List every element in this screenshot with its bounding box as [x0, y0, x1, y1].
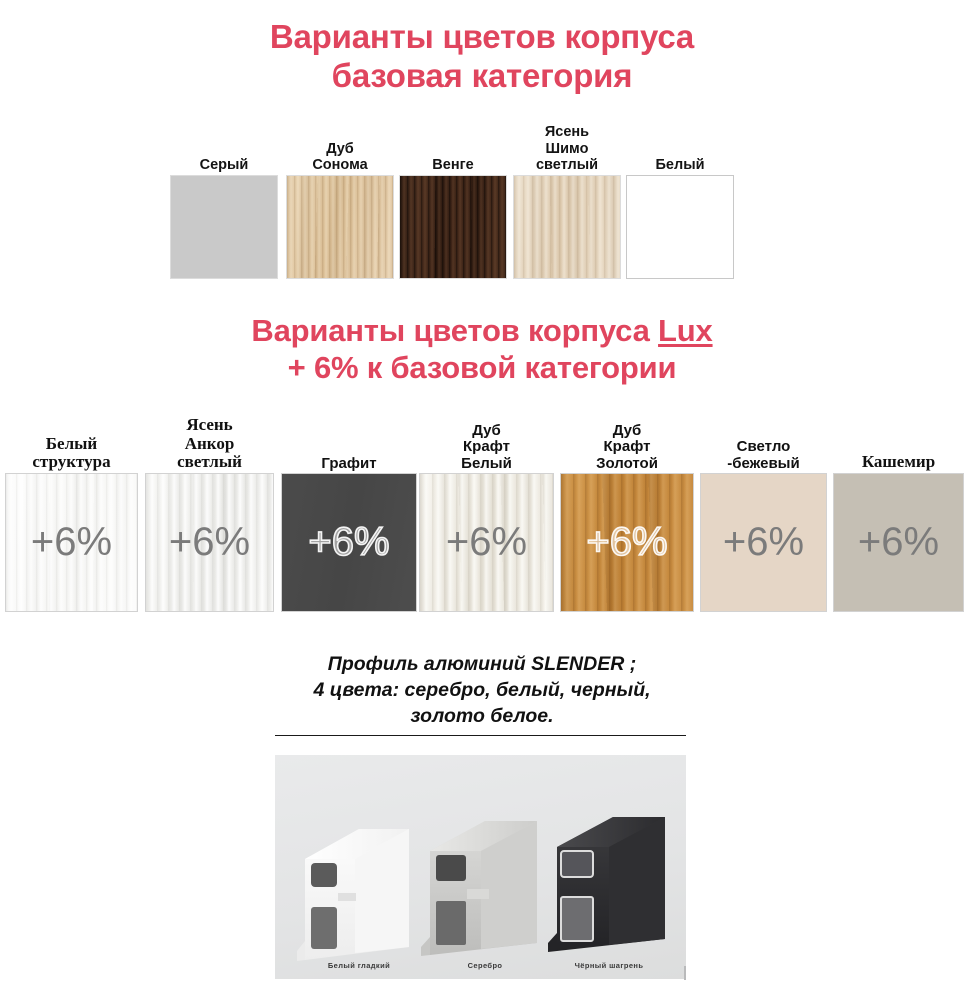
base-swatch-chip[interactable] [286, 175, 394, 279]
lux-swatch-7[interactable]: Кашемир +6% [833, 412, 964, 617]
lux-swatch-label: Дуб Крафт Белый [461, 421, 512, 472]
lux-swatch-6[interactable]: Светло -бежевый +6% [700, 412, 827, 617]
lux-swatch-chip[interactable]: +6% [700, 473, 827, 612]
profile-white [297, 829, 409, 961]
lux-swatch-chip[interactable]: +6% [833, 473, 964, 612]
lux-swatch-label: Кашемир [861, 452, 936, 472]
profile-silver [421, 821, 537, 956]
slender-profile-caption: Профиль алюминий SLENDER ; 4 цвета: сере… [313, 653, 651, 727]
base-swatch-chip[interactable] [399, 175, 507, 279]
profile-black [548, 817, 665, 952]
lux-swatch-chip[interactable]: +6% [281, 473, 417, 612]
lux-swatch-2[interactable]: Ясень Анкор светлый +6% [145, 412, 274, 617]
lux-swatch-label: Светло -бежевый [727, 438, 800, 472]
edge-marker [684, 966, 686, 980]
profile-caption-black: Чёрный шагрень [574, 961, 644, 970]
profile-caption-silver: Серебро [467, 961, 503, 970]
lux-price-badge: +6% [722, 520, 805, 564]
horizontal-divider [275, 735, 686, 736]
lux-swatch-chip[interactable]: +6% [5, 473, 138, 612]
lux-swatch-3[interactable]: Графит +6% [281, 412, 417, 617]
lux-title-prefix: Варианты цветов корпуса [251, 313, 659, 348]
base-swatch-label: Венге [432, 156, 474, 173]
lux-price-badge: +6% [586, 519, 669, 565]
profile-caption-white: Белый гладкий [327, 961, 391, 970]
lux-swatch-1[interactable]: Белый структура +6% [5, 412, 138, 617]
lux-swatch-chip[interactable]: +6% [560, 473, 694, 612]
base-swatch-label: Ясень Шимо светлый [535, 124, 599, 173]
lux-swatch-label: Графит [321, 454, 377, 472]
base-swatch-chip[interactable] [626, 175, 734, 279]
lux-swatch-label: Ясень Анкор светлый [177, 414, 242, 472]
base-swatch-label: Дуб Сонома [312, 140, 368, 173]
base-swatch-label: Серый [199, 156, 249, 173]
lux-price-badge: +6% [445, 520, 528, 564]
page-title-base-category: Варианты цветов корпуса базовая категори… [0, 18, 964, 96]
lux-swatch-5[interactable]: Дуб Крафт Золотой +6% [560, 412, 694, 617]
lux-swatch-label: Дуб Крафт Золотой [596, 421, 658, 472]
lux-price-badge: +6% [168, 520, 251, 564]
lux-category-swatch-row: Белый структура +6% Ясень Анкор светлый +6%… [0, 412, 964, 617]
lux-title-keyword: Lux [658, 313, 713, 348]
lux-price-badge: +6% [308, 519, 391, 565]
base-category-swatch-row: Серый Дуб Сонома Венге Ясень Шимо светлый Бе… [0, 124, 964, 285]
page-title-lux-category: Варианты цветов корпуса Lux + 6% к базов… [0, 313, 964, 386]
base-swatch-3[interactable]: Венге [399, 125, 507, 285]
base-swatch-2[interactable]: Дуб Сонома [286, 125, 394, 285]
base-swatch-5[interactable]: Белый [626, 125, 734, 285]
aluminium-profile-photo: Белый гладкий Серебро Чёрный шагрень [275, 755, 686, 979]
base-swatch-label: Белый [655, 156, 705, 173]
base-title-line-1: Варианты цветов корпуса [269, 18, 695, 55]
lux-swatch-chip[interactable]: +6% [419, 473, 554, 612]
base-swatch-4[interactable]: Ясень Шимо светлый [513, 124, 621, 285]
base-swatch-chip[interactable] [513, 175, 621, 279]
lux-swatch-label: Белый структура [32, 433, 111, 472]
base-swatch-chip[interactable] [170, 175, 278, 279]
lux-swatch-4[interactable]: Дуб Крафт Белый +6% [419, 412, 554, 617]
lux-swatch-chip[interactable]: +6% [145, 473, 274, 612]
lux-title-line-1: Варианты цветов корпуса Lux [0, 313, 964, 350]
base-title-line-2: базовая категория [331, 56, 633, 94]
lux-price-badge: +6% [857, 520, 940, 564]
base-swatch-1[interactable]: Серый [170, 125, 278, 285]
lux-title-line-2: + 6% к базовой категории [287, 349, 677, 385]
profile-illustration [297, 817, 665, 961]
lux-price-badge: +6% [30, 520, 113, 564]
